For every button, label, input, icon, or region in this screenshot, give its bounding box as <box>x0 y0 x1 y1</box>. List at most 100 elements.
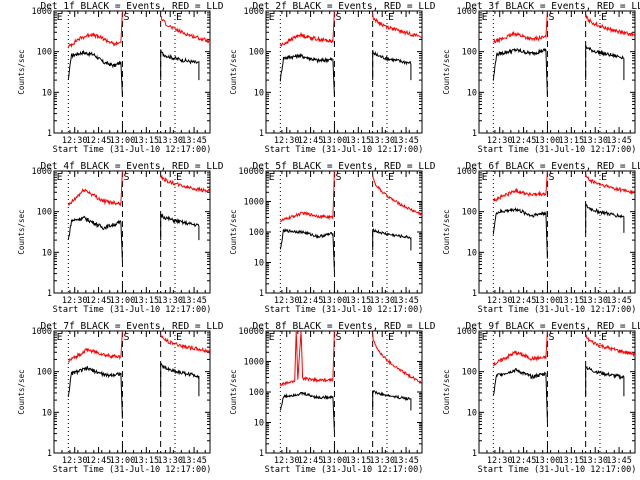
event-marker-label: S <box>123 172 129 183</box>
x-tick-label: 12:45 <box>86 456 112 466</box>
chart-panel-1: Det 1f BLACK = Events, RED = LLD 1 10 100 10… <box>17 1 224 155</box>
x-tick-label: 13:45 <box>606 136 632 146</box>
x-tick-label: 13:30 <box>369 456 395 466</box>
y-axis-label: Counts/sec <box>229 49 238 94</box>
lld-series-line <box>279 170 335 223</box>
lld-series-decay <box>160 334 211 355</box>
y-tick-label: 1 <box>259 449 264 459</box>
x-axis-label: Start Time (31-Jul-10 12:17:00) <box>265 465 424 475</box>
y-tick-label: 100 <box>249 228 264 238</box>
chart-title: Det 2f BLACK = Events, RED = LLD <box>252 1 435 12</box>
x-tick-label: 13:00 <box>322 456 348 466</box>
x-tick-label: 13:00 <box>110 136 136 146</box>
events-series-decay <box>372 227 412 251</box>
plot-frame <box>53 170 211 294</box>
events-series-decay <box>160 49 200 81</box>
x-tick-label: 12:45 <box>511 456 537 466</box>
x-tick-label: 13:00 <box>535 456 561 466</box>
x-tick-label: 13:15 <box>559 456 585 466</box>
x-tick-label: 13:15 <box>346 456 372 466</box>
event-marker-label: E <box>388 12 394 23</box>
x-tick-label: 12:30 <box>274 136 300 146</box>
x-tick-label: 12:30 <box>487 456 513 466</box>
chart-panel-4: Det 4f BLACK = Events, RED = LLD 1 10 100 10… <box>17 161 224 315</box>
lld-series-decay <box>585 334 636 358</box>
lld-series-line <box>67 330 123 364</box>
chart-panel-6: Det 6f BLACK = Events, RED = LLD 1 10 100 10… <box>442 161 640 315</box>
lld-series-decay <box>585 173 635 196</box>
y-tick-label: 1 <box>259 129 264 139</box>
event-marker-label: S <box>123 12 129 23</box>
plot-frame <box>53 330 211 454</box>
x-tick-label: 13:00 <box>110 296 136 306</box>
x-tick-label: 13:30 <box>157 136 183 146</box>
event-marker-label: E <box>482 332 488 343</box>
x-axis-label: Start Time (31-Jul-10 12:17:00) <box>265 305 424 315</box>
y-tick-label: 100 <box>249 388 264 398</box>
event-marker-label: E <box>269 12 275 23</box>
event-marker-label: E <box>269 332 275 343</box>
event-marker-label: S <box>335 172 341 183</box>
y-tick-label: 1 <box>47 289 52 299</box>
x-tick-label: 12:45 <box>298 296 324 306</box>
events-series-line <box>492 47 548 97</box>
x-tick-label: 13:30 <box>157 296 183 306</box>
x-tick-label: 13:00 <box>322 136 348 146</box>
y-tick-label: 10 <box>467 248 477 258</box>
lld-series-line <box>67 10 123 49</box>
chart-title: Det 8f BLACK = Events, RED = LLD <box>252 321 435 332</box>
plot-frame <box>478 170 636 294</box>
event-marker-label: E <box>176 12 182 23</box>
y-tick-label: 1000 <box>457 327 477 337</box>
y-tick-label: 1 <box>47 449 52 459</box>
events-series-line <box>279 53 335 97</box>
y-axis-label: Counts/sec <box>17 369 26 414</box>
y-axis-label: Counts/sec <box>17 49 26 94</box>
events-series-decay <box>585 203 625 233</box>
x-tick-label: 12:45 <box>511 136 537 146</box>
events-series-decay <box>585 45 625 81</box>
event-marker-label: E <box>601 172 607 183</box>
y-axis-label: Counts/sec <box>442 209 451 254</box>
y-tick-label: 1000 <box>244 7 264 17</box>
y-tick-label: 100 <box>37 208 52 218</box>
x-tick-label: 13:45 <box>181 456 207 466</box>
event-marker-label: E <box>57 12 63 23</box>
event-marker-label: E <box>388 332 394 343</box>
x-tick-label: 13:45 <box>606 296 632 306</box>
plot-frame <box>478 330 636 454</box>
y-tick-label: 1000 <box>32 7 52 17</box>
events-series-line <box>279 391 335 432</box>
x-tick-label: 13:45 <box>181 136 207 146</box>
events-series-line <box>67 49 123 97</box>
plot-frame <box>265 10 423 134</box>
y-tick-label: 1000 <box>244 198 264 208</box>
x-tick-label: 13:30 <box>369 296 395 306</box>
lld-series-decay <box>372 13 422 39</box>
lld-series-line <box>493 170 548 202</box>
x-tick-label: 12:45 <box>298 136 324 146</box>
lld-series-line <box>279 10 335 48</box>
x-axis-label: Start Time (31-Jul-10 12:17:00) <box>265 145 424 155</box>
y-axis-label: Counts/sec <box>229 369 238 414</box>
y-tick-label: 1 <box>259 289 264 299</box>
events-series-decay <box>372 49 412 81</box>
y-tick-label: 10 <box>254 88 264 98</box>
chart-panel-2: Det 2f BLACK = Events, RED = LLD 1 10 100 10… <box>229 1 436 155</box>
x-tick-label: 13:00 <box>110 456 136 466</box>
y-axis-label: Counts/sec <box>442 49 451 94</box>
x-tick-label: 12:45 <box>511 296 537 306</box>
y-tick-label: 100 <box>462 48 477 58</box>
x-tick-label: 13:45 <box>181 296 207 306</box>
x-tick-label: 12:30 <box>62 456 88 466</box>
event-marker-label: S <box>548 12 554 23</box>
x-tick-label: 12:30 <box>274 296 300 306</box>
x-tick-label: 13:00 <box>535 136 561 146</box>
event-marker-label: E <box>482 12 488 23</box>
y-tick-label: 1000 <box>244 358 264 368</box>
plot-frame <box>265 330 423 454</box>
y-tick-label: 1000 <box>32 327 52 337</box>
x-axis-label: Start Time (31-Jul-10 12:17:00) <box>478 145 637 155</box>
events-series-line <box>279 227 335 272</box>
